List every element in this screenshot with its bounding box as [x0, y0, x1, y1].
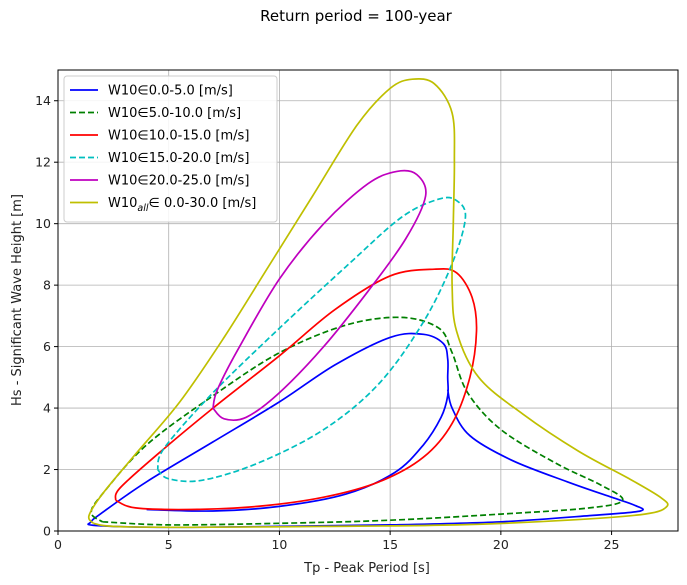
y-axis-label: Hs - Significant Wave Height [m]	[10, 194, 25, 406]
y-tick-label: 8	[43, 278, 51, 293]
x-tick-label: 20	[493, 537, 509, 552]
legend-label-rest: ∈ 0.0-30.0 [m/s]	[149, 196, 257, 211]
legend-label-main: W10	[108, 196, 137, 211]
legend-label: W10∈15.0-20.0 [m/s]	[108, 151, 249, 166]
series-line-w10-0-5	[87, 332, 644, 529]
series-line-w10-all	[87, 77, 669, 529]
x-tick-label: 0	[54, 537, 62, 552]
legend-label-main: W10∈10.0-15.0 [m/s]	[108, 129, 249, 144]
y-tick-label: 2	[43, 462, 51, 477]
y-tick-label: 6	[43, 339, 51, 354]
y-tick-label: 12	[35, 155, 51, 170]
legend-label-main: W10∈20.0-25.0 [m/s]	[108, 174, 249, 189]
legend-label: W10∈5.0-10.0 [m/s]	[108, 106, 241, 121]
chart-title: Return period = 100-year	[260, 7, 453, 25]
legend-label: W10∈10.0-15.0 [m/s]	[108, 129, 249, 144]
series-line-w10-5-10	[90, 316, 624, 526]
y-tick-label: 10	[35, 216, 51, 231]
y-axis-ticks: 0 2 4 6 8 10 12 14	[35, 93, 58, 539]
legend-label: W10all∈ 0.0-30.0 [m/s]	[108, 196, 256, 214]
legend-label: W10∈20.0-25.0 [m/s]	[108, 174, 249, 189]
series-line-w10-20-25	[212, 169, 427, 422]
y-tick-label: 14	[35, 93, 51, 108]
legend-label-main: W10∈5.0-10.0 [m/s]	[108, 106, 241, 121]
legend: W10∈0.0-5.0 [m/s] W10∈5.0-10.0 [m/s] W10∈1…	[63, 75, 278, 223]
x-tick-label: 15	[382, 537, 398, 552]
x-tick-label: 25	[604, 537, 620, 552]
x-axis-ticks: 0 5 10 15 20 25	[54, 531, 620, 552]
plot-frame	[57, 69, 679, 532]
grid	[57, 70, 678, 532]
series-group	[87, 77, 669, 529]
x-axis-label: Tp - Peak Period [s]	[303, 561, 430, 576]
legend-label: W10∈0.0-5.0 [m/s]	[108, 84, 233, 99]
x-tick-label: 10	[271, 537, 287, 552]
series-line-w10-15-20	[156, 196, 467, 483]
series-line-w10-10-15	[114, 267, 478, 511]
legend-label-main: W10∈15.0-20.0 [m/s]	[108, 151, 249, 166]
legend-box	[63, 75, 278, 223]
y-tick-label: 0	[43, 524, 51, 539]
legend-label-main: W10∈0.0-5.0 [m/s]	[108, 84, 233, 99]
legend-label-subscript: all	[137, 203, 148, 214]
x-tick-label: 5	[165, 537, 173, 552]
y-tick-label: 4	[43, 401, 51, 416]
